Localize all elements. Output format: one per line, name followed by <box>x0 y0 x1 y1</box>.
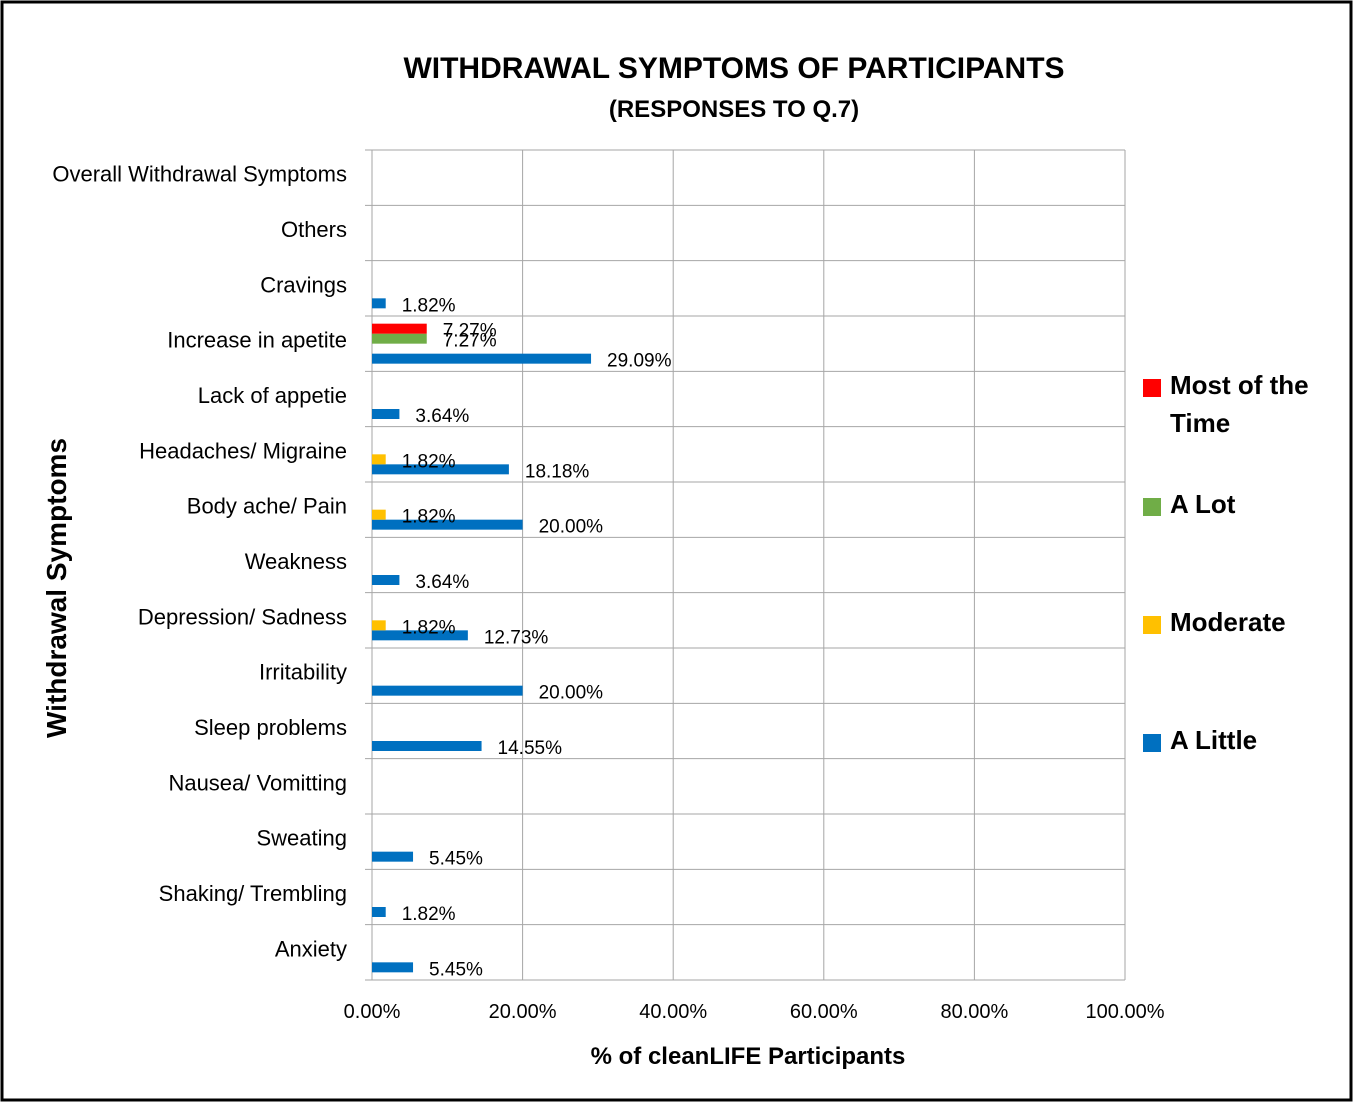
data-label: 1.82% <box>402 507 456 528</box>
bar <box>372 464 509 475</box>
x-tick-label: 100.00% <box>1086 1001 1165 1023</box>
data-label: 1.82% <box>402 295 456 316</box>
bar <box>372 575 400 585</box>
y-tick-label: Cravings <box>260 272 347 297</box>
data-label: 7.27% <box>443 331 497 352</box>
y-tick-label: Overall Withdrawal Symptoms <box>52 162 347 187</box>
y-tick-label: Nausea/ Vomitting <box>168 770 347 795</box>
bar <box>372 454 386 465</box>
bar <box>372 851 414 862</box>
bar <box>372 519 523 530</box>
data-label: 1.82% <box>402 451 456 472</box>
legend-swatch <box>1143 379 1161 397</box>
y-tick-label: Anxiety <box>275 936 347 961</box>
bar <box>372 741 482 751</box>
bar <box>372 333 427 344</box>
y-tick-label: Headaches/ Migraine <box>139 438 347 463</box>
y-tick-label: Shaking/ Trembling <box>159 881 347 906</box>
bar <box>372 685 523 696</box>
y-axis-title: Withdrawal Symptoms <box>41 438 72 738</box>
bar <box>372 323 427 334</box>
x-tick-label: 20.00% <box>489 1001 557 1023</box>
data-label: 1.82% <box>402 617 456 638</box>
x-tick-label: 60.00% <box>790 1001 858 1023</box>
bar <box>372 630 468 641</box>
y-tick-label: Body ache/ Pain <box>187 494 347 519</box>
legend-item: Most of the Time <box>1143 370 1340 442</box>
legend-label: Moderate <box>1170 607 1286 637</box>
data-label: 3.64% <box>415 572 469 593</box>
x-tick-label: 40.00% <box>639 1001 707 1023</box>
legend-swatch <box>1143 616 1161 634</box>
data-label: 3.64% <box>415 406 469 427</box>
chart-title: WITHDRAWAL SYMPTOMS OF PARTICIPANTS <box>403 52 1064 85</box>
legend-label: Most of the Time <box>1170 370 1309 438</box>
y-tick-label: Others <box>281 217 347 242</box>
x-tick-label: 0.00% <box>344 1001 401 1023</box>
data-label: 5.45% <box>429 959 483 980</box>
data-label: 20.00% <box>539 683 604 704</box>
legend-item: Moderate <box>1143 607 1340 641</box>
y-tick-label: Weakness <box>245 549 347 574</box>
bar <box>372 509 386 520</box>
data-label: 12.73% <box>484 627 549 648</box>
data-label: 20.00% <box>539 517 604 538</box>
y-tick-label: Depression/ Sadness <box>138 604 347 629</box>
y-tick-label: Sleep problems <box>194 715 347 740</box>
y-tick-label: Sweating <box>256 826 347 851</box>
bar <box>372 409 400 419</box>
x-tick-label: 80.00% <box>940 1001 1008 1023</box>
data-label: 18.18% <box>525 461 590 482</box>
data-label: 14.55% <box>498 738 563 759</box>
legend-label: A Lot <box>1170 489 1236 519</box>
y-tick-label: Lack of appetie <box>198 383 347 408</box>
x-axis-title: % of cleanLIFE Participants <box>591 1043 906 1070</box>
bar <box>372 353 592 364</box>
bar <box>372 298 386 309</box>
data-label: 1.82% <box>402 904 456 925</box>
bar <box>372 620 386 631</box>
data-label: 5.45% <box>429 849 483 870</box>
bar <box>372 962 414 973</box>
y-tick-label: Irritability <box>259 660 347 685</box>
legend-label: A Little <box>1170 725 1258 755</box>
y-tick-label: Increase in apetite <box>167 328 347 353</box>
bar <box>372 907 386 917</box>
legend-item: A Little <box>1143 725 1340 759</box>
legend-swatch <box>1143 498 1161 516</box>
legend-item: A Lot <box>1143 489 1340 523</box>
chart-subtitle: (RESPONSES TO Q.7) <box>609 96 859 123</box>
data-label: 7.27% <box>443 321 497 342</box>
legend-swatch <box>1143 734 1161 752</box>
data-label: 29.09% <box>607 351 672 372</box>
